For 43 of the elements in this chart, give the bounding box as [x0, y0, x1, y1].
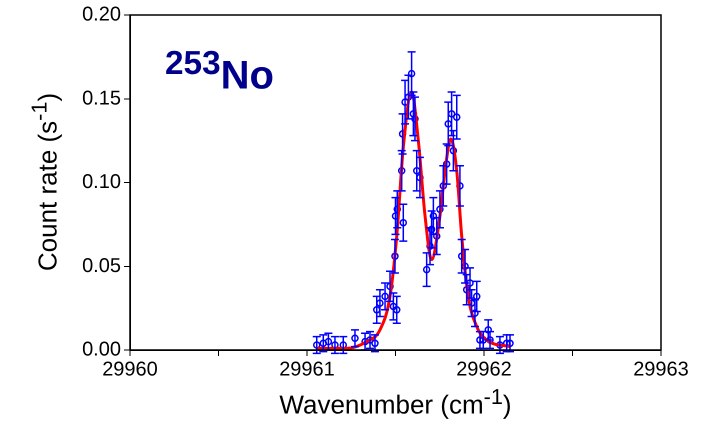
- point: [442, 160, 450, 168]
- point: [324, 338, 332, 346]
- point: [461, 262, 469, 270]
- point: [320, 340, 328, 348]
- point: [484, 326, 492, 334]
- point: [476, 336, 484, 344]
- point: [462, 286, 470, 294]
- point: [312, 341, 320, 349]
- point: [428, 226, 436, 234]
- point: [412, 167, 420, 175]
- point: [432, 232, 440, 240]
- x-tick-label: 29963: [633, 358, 689, 381]
- point: [391, 252, 399, 260]
- point: [371, 340, 379, 348]
- point: [400, 218, 408, 226]
- point: [408, 70, 416, 78]
- x-axis-title: Wavenumber (cm$^{-1}$): [278, 384, 513, 421]
- y-tick-label: 0.10: [82, 171, 121, 194]
- point: [506, 340, 514, 348]
- x-tick-label: 29962: [456, 358, 512, 381]
- point: [444, 120, 452, 128]
- point: [398, 167, 406, 175]
- point: [381, 292, 389, 300]
- point: [472, 292, 480, 300]
- point: [436, 206, 444, 214]
- point: [440, 182, 448, 190]
- point: [496, 341, 504, 349]
- y-tick-label: 0.20: [82, 4, 121, 26]
- point: [450, 146, 458, 154]
- y-tick-label: 0.00: [82, 338, 121, 361]
- point: [452, 113, 460, 121]
- point: [430, 212, 438, 220]
- point: [386, 282, 394, 290]
- y-tick-label: 0.05: [82, 254, 121, 277]
- x-tick-label: 29960: [102, 358, 158, 381]
- point: [372, 306, 380, 314]
- point: [351, 334, 359, 342]
- y-tick-label: 0.15: [82, 87, 121, 110]
- point: [376, 299, 384, 307]
- x-tick-label: 29961: [279, 358, 335, 381]
- annotation: $^{253}$No: [165, 45, 274, 98]
- point: [361, 338, 369, 346]
- point: [422, 266, 430, 274]
